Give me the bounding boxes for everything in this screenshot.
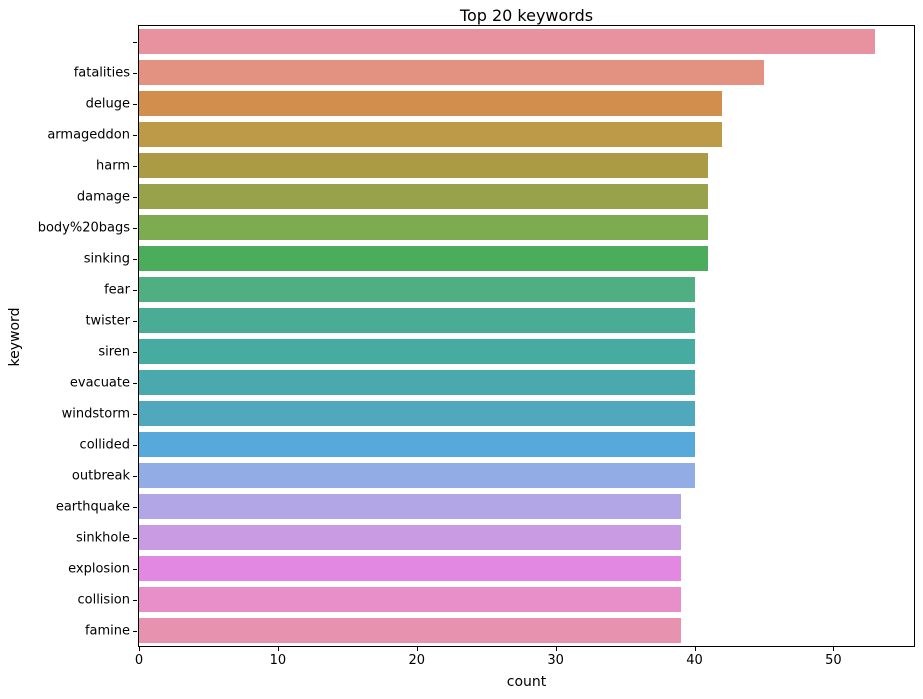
y-axis-label: keyword — [7, 307, 23, 367]
bar-row — [139, 274, 914, 305]
x-tick-mark — [139, 647, 140, 651]
y-tick-label: twister — [85, 313, 130, 328]
y-tick-mark — [133, 196, 137, 198]
bar-row — [139, 26, 914, 57]
x-tick-mark — [416, 647, 418, 651]
bar-harm — [139, 153, 709, 178]
y-tick-mark — [133, 72, 137, 74]
bar-row — [139, 522, 914, 553]
y-tick-mark — [133, 165, 137, 167]
x-tick-label: 10 — [269, 653, 287, 668]
bar-outbreak — [139, 463, 695, 488]
y-tick-mark — [133, 568, 137, 570]
x-tick-mark — [833, 647, 835, 651]
x-tick-mark — [277, 647, 279, 651]
bar-collision — [139, 587, 681, 612]
y-tick-label: earthquake — [55, 499, 130, 514]
bar-row — [139, 88, 914, 119]
bar-row — [139, 429, 914, 460]
y-tick-label: evacuate — [69, 375, 130, 390]
bar-row — [139, 460, 914, 491]
y-tick-mark — [133, 382, 137, 384]
y-tick-label: explosion — [68, 561, 130, 576]
y-tick-label: windstorm — [61, 406, 130, 421]
bar-row — [139, 57, 914, 88]
plot-area — [138, 25, 915, 647]
bar-row — [139, 181, 914, 212]
y-tick-mark — [133, 41, 137, 43]
y-tick-mark — [133, 630, 137, 632]
y-tick-mark — [133, 537, 137, 539]
chart-title: Top 20 keywords — [459, 6, 594, 25]
y-tick-mark — [133, 258, 137, 260]
x-tick-mark — [555, 647, 557, 651]
y-tick-mark — [133, 289, 137, 291]
bar-row — [139, 150, 914, 181]
bar-row — [139, 305, 914, 336]
y-tick-mark — [133, 227, 137, 229]
y-tick-mark — [133, 413, 137, 415]
bar-body%20bags — [139, 215, 709, 240]
bar-row — [139, 243, 914, 274]
bar-fatalities — [139, 60, 764, 85]
y-tick-label: damage — [76, 189, 130, 204]
bar-blank — [139, 29, 876, 54]
bar-row — [139, 398, 914, 429]
x-tick-label: 20 — [408, 653, 426, 668]
bar-evacuate — [139, 370, 695, 395]
bar-row — [139, 553, 914, 584]
bar-damage — [139, 184, 709, 209]
y-tick-label: deluge — [85, 96, 130, 111]
y-tick-label: fatalities — [73, 65, 130, 80]
y-tick-label: outbreak — [71, 468, 130, 483]
y-tick-label: body%20bags — [37, 220, 130, 235]
y-tick-label: fear — [104, 282, 130, 297]
y-tick-mark — [133, 475, 137, 477]
y-tick-mark — [133, 351, 137, 353]
bar-row — [139, 336, 914, 367]
bar-siren — [139, 339, 695, 364]
bar-row — [139, 491, 914, 522]
y-tick-label: collision — [77, 592, 130, 607]
bar-sinking — [139, 246, 709, 271]
bar-earthquake — [139, 494, 681, 519]
y-tick-mark — [133, 506, 137, 508]
bar-row — [139, 584, 914, 615]
y-tick-label: siren — [98, 344, 130, 359]
bar-row — [139, 119, 914, 150]
x-axis-label: count — [506, 674, 547, 690]
bar-armageddon — [139, 122, 723, 147]
bar-twister — [139, 308, 695, 333]
bar-famine — [139, 618, 681, 643]
x-tick-label: 0 — [134, 653, 144, 668]
bar-row — [139, 367, 914, 398]
y-tick-label: famine — [84, 623, 130, 638]
y-tick-mark — [133, 320, 137, 322]
bar-sinkhole — [139, 525, 681, 550]
bar-collided — [139, 432, 695, 457]
x-tick-label: 50 — [825, 653, 842, 668]
x-tick-mark — [694, 647, 696, 651]
y-tick-mark — [133, 134, 137, 136]
y-tick-label: sinkhole — [76, 530, 130, 545]
bar-windstorm — [139, 401, 695, 426]
y-tick-label: armageddon — [47, 127, 130, 142]
y-tick-mark — [133, 103, 137, 105]
x-tick-label: 30 — [547, 653, 564, 668]
y-tick-label: sinking — [83, 251, 130, 266]
x-tick-label: 40 — [686, 653, 703, 668]
y-tick-label: harm — [96, 158, 130, 173]
bar-fear — [139, 277, 695, 302]
bar-row — [139, 615, 914, 646]
y-tick-label: collided — [79, 437, 130, 452]
bar-row — [139, 212, 914, 243]
bar-explosion — [139, 556, 681, 581]
bar-deluge — [139, 91, 723, 116]
y-tick-mark — [133, 444, 137, 446]
y-tick-mark — [133, 599, 137, 601]
